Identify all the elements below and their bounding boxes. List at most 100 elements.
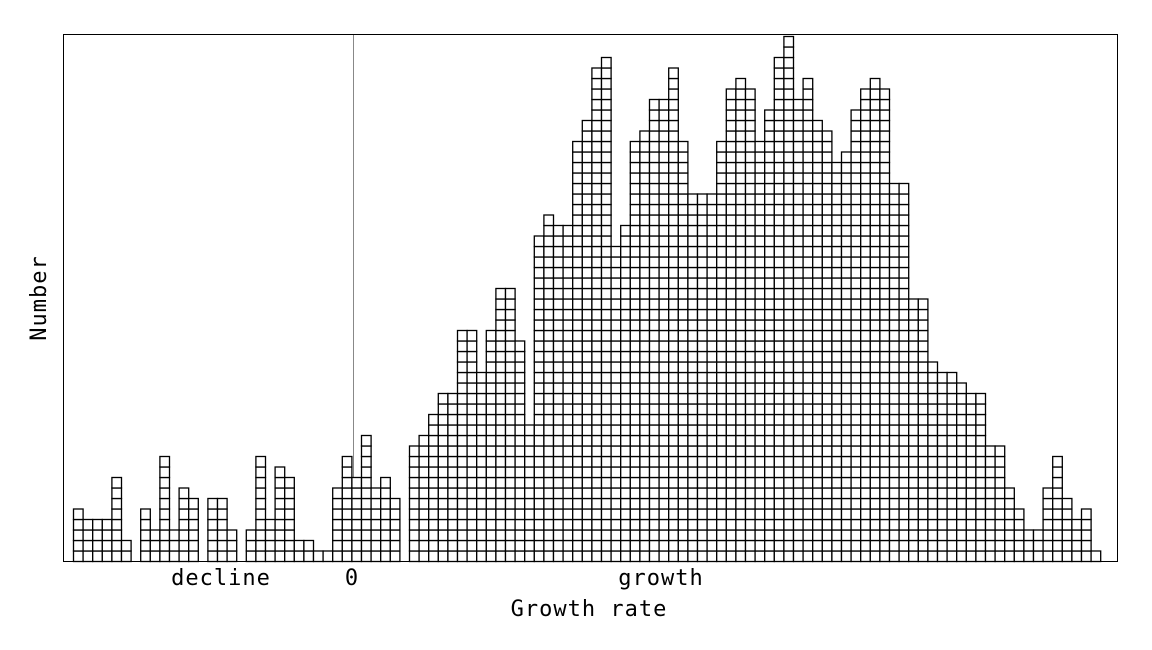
bar-cell [610, 529, 622, 542]
bar-cell [351, 518, 363, 531]
bar-cell [764, 319, 775, 332]
bar-cell [668, 193, 679, 206]
bar-cell [600, 298, 612, 311]
bar-cell [677, 151, 689, 164]
bar-cell [504, 434, 516, 447]
bar-cell [898, 308, 910, 321]
bar-cell [572, 161, 583, 174]
bar-cell [840, 371, 852, 384]
bar-bin-31 [370, 487, 382, 563]
bar-cell [812, 256, 823, 269]
bar-cell [792, 455, 804, 468]
bar-cell [552, 476, 564, 489]
bar-cell [696, 329, 708, 342]
bar-cell [879, 235, 891, 248]
bar-cell [581, 361, 593, 374]
bar-cell [188, 539, 199, 552]
bar-cell [159, 476, 171, 489]
bar-cell [629, 193, 641, 206]
bar-cell [572, 371, 583, 384]
bar-cell [879, 287, 891, 300]
bar-cell [668, 550, 679, 563]
bar-cell [687, 298, 699, 311]
bar-cell [716, 277, 727, 290]
bar-cell [562, 329, 574, 342]
bar-cell [504, 392, 516, 405]
bar-cell [437, 550, 449, 563]
bar-cell [495, 413, 507, 426]
bar-cell [495, 529, 507, 542]
bar-cell [101, 529, 113, 542]
y-axis-label: Number [27, 255, 52, 340]
bar-cell [927, 487, 939, 500]
bar-cell [754, 172, 766, 185]
bar-cell [600, 140, 612, 153]
bar-cell [92, 550, 103, 563]
bar-cell [812, 151, 823, 164]
bar-cell [725, 434, 737, 447]
bar-cell [725, 539, 737, 552]
bar-cell [178, 497, 190, 510]
bar-cell [764, 277, 775, 290]
bar-cell [725, 235, 737, 248]
bar-cell [946, 382, 958, 395]
bar-cell [648, 98, 660, 111]
bar-cell [1004, 529, 1015, 542]
bar-cell [956, 518, 967, 531]
bar-cell [696, 550, 708, 563]
bar-cell [927, 392, 939, 405]
bar-cell [840, 172, 852, 185]
bar-cell [456, 518, 468, 531]
bar-cell [792, 245, 804, 258]
bar-cell [380, 539, 391, 552]
bar-cell [591, 88, 603, 101]
bar-cell [831, 403, 843, 416]
bar-cell [783, 434, 795, 447]
bar-cell [898, 350, 910, 363]
bar-cell [754, 161, 766, 174]
bar-cell [1004, 508, 1015, 521]
bar-cell [562, 413, 574, 426]
bar-cell [984, 539, 996, 552]
bar-cell [82, 550, 94, 563]
bar-cell [792, 203, 804, 216]
bar-cell [744, 424, 756, 437]
bar-cell [773, 88, 785, 101]
bar-cell [495, 539, 507, 552]
bar-cell [850, 340, 862, 353]
bar-cell [1013, 539, 1025, 552]
bar-cell [735, 277, 747, 290]
bar-cell [869, 413, 881, 426]
bar-cell [783, 109, 795, 122]
bar-cell [850, 476, 862, 489]
bar-cell [888, 308, 900, 321]
bar-cell [927, 476, 939, 489]
bar-cell [216, 518, 228, 531]
bar-cell [783, 361, 795, 374]
bar-cell [648, 539, 660, 552]
bar-cell [418, 497, 430, 510]
bar-cell [860, 382, 871, 395]
bar-cell [284, 518, 295, 531]
bar-cell [149, 550, 161, 563]
bar-cell [716, 319, 727, 332]
bar-cell [610, 392, 622, 405]
bar-cell [82, 518, 94, 531]
bar-cell [485, 476, 497, 489]
bar-bin-53 [581, 119, 593, 563]
bar-cell [591, 277, 603, 290]
bar-cell [725, 350, 737, 363]
bar-cell [581, 140, 593, 153]
bar-bin-104 [1071, 518, 1083, 563]
bar-bin-35 [408, 445, 420, 563]
bar-cell [917, 298, 929, 311]
bar-cell [677, 350, 689, 363]
bar-cell [888, 466, 900, 479]
bar-cell [850, 214, 862, 227]
bar-cell [274, 518, 286, 531]
bar-cell [456, 529, 468, 542]
bar-cell [639, 392, 651, 405]
bar-cell [562, 235, 574, 248]
bar-cell [360, 487, 372, 500]
bar-cell [860, 298, 871, 311]
